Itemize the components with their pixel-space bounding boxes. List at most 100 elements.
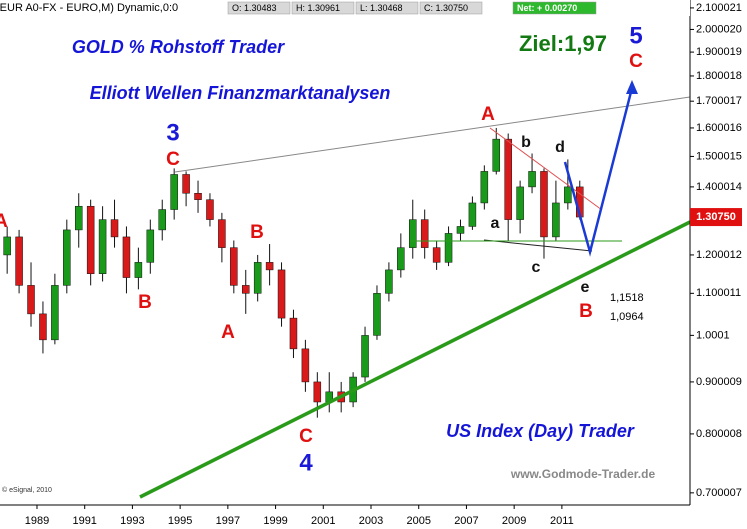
candle-body xyxy=(74,205,83,231)
y-tick-label: 1.400014 xyxy=(696,181,742,193)
candle-body xyxy=(158,209,166,231)
y-tick-label: 1.500015 xyxy=(696,150,742,162)
annotation: B xyxy=(250,222,264,243)
y-tick-label: 1.200012 xyxy=(696,249,742,261)
arrow-head xyxy=(626,80,638,94)
candle-body xyxy=(218,219,226,248)
y-tick-label: 1.900019 xyxy=(696,46,742,58)
quote-strip: O: 1.30483 H: 1.30961 L: 1.30468 C: 1.30750… xyxy=(227,1,597,15)
x-tick-label: 2009 xyxy=(502,515,526,527)
y-tick-label: 0.800008 xyxy=(696,428,742,440)
annotation: b xyxy=(521,134,531,151)
annotation: 1,0964 xyxy=(610,311,644,323)
candle-body xyxy=(15,236,23,286)
candle-body xyxy=(528,171,536,188)
x-tick-label: 1993 xyxy=(120,515,144,527)
candle-body xyxy=(51,285,59,341)
x-tick-label: 1991 xyxy=(72,515,96,527)
annotation: A xyxy=(221,322,235,343)
annotation: B xyxy=(579,301,593,322)
annotation: C xyxy=(629,51,643,72)
annotation: US Index (Day) Trader xyxy=(446,421,635,441)
quote-text: O: 1.30483 xyxy=(232,3,277,13)
candle-body xyxy=(313,381,322,403)
annotation: C xyxy=(299,426,313,447)
candle-body xyxy=(39,313,47,341)
candle-body xyxy=(27,285,35,315)
annotation: A xyxy=(481,104,495,125)
x-tick-label: 1995 xyxy=(168,515,192,527)
candle-body xyxy=(480,171,489,204)
quote-box xyxy=(512,1,597,15)
candle-body xyxy=(552,202,560,238)
candle-body xyxy=(134,262,143,278)
candle-body xyxy=(110,219,119,238)
annotation: www.Godmode-Trader.de xyxy=(510,467,656,481)
quote-text: L: 1.30468 xyxy=(360,3,403,13)
candle-body xyxy=(420,219,429,248)
candle-body xyxy=(361,335,369,378)
candle-body xyxy=(206,199,214,220)
y-tick-label: 1.800018 xyxy=(696,70,742,82)
x-tick-label: 2005 xyxy=(406,515,430,527)
quote-box xyxy=(227,1,291,15)
y-tick-label: 1.0001 xyxy=(696,329,730,341)
y-axis-panel xyxy=(690,0,747,529)
resistance-line xyxy=(174,96,691,173)
last-price-label: 1.30750 xyxy=(696,211,736,223)
y-tick-label: 1.100011 xyxy=(696,287,741,299)
candle-body xyxy=(373,293,381,336)
x-tick-label: 1989 xyxy=(25,515,49,527)
candle-body xyxy=(146,229,155,263)
y-tick-label: 0.700007 xyxy=(696,487,742,499)
annotation: Ziel:1,97 xyxy=(519,31,607,56)
annotation: 1,1518 xyxy=(610,292,644,304)
annotation: 3 xyxy=(166,119,179,146)
y-tick-label: 1.700017 xyxy=(696,95,742,107)
annotation: C xyxy=(166,149,180,170)
annotation: Elliott Wellen Finanzmarktanalysen xyxy=(90,83,391,103)
candle-body xyxy=(540,171,548,238)
quote-box xyxy=(291,1,355,15)
x-tick-label: 2001 xyxy=(311,515,335,527)
annotation: d xyxy=(555,139,565,156)
forecast-arrow xyxy=(563,87,634,257)
support-line xyxy=(139,220,691,499)
annotation: GOLD % Rohstoff Trader xyxy=(72,37,285,57)
candle-body xyxy=(397,247,405,271)
quote-box xyxy=(419,1,483,15)
annotation: c xyxy=(532,259,541,276)
y-tick-label: 2.100021 xyxy=(696,2,742,14)
candle-body xyxy=(301,348,310,383)
y-tick-label: 1.600016 xyxy=(696,122,742,134)
candle-body xyxy=(63,229,71,286)
y-tick-label: 2.000020 xyxy=(696,23,742,35)
x-tick-label: 1997 xyxy=(216,515,240,527)
candle-body xyxy=(564,186,572,204)
plot-area xyxy=(3,127,584,418)
x-tick-label: 2007 xyxy=(454,515,478,527)
candle-body xyxy=(504,138,512,220)
candle-body xyxy=(409,219,417,248)
quote-text: C: 1.30750 xyxy=(424,3,468,13)
quote-text: Net: + 0.00270 xyxy=(517,3,577,13)
annotation: A xyxy=(0,211,8,232)
candle-body xyxy=(492,138,501,172)
candle-body xyxy=(194,192,202,200)
y-tick-label: 0.900009 xyxy=(696,376,742,388)
candle-body xyxy=(456,226,465,234)
header-title: (EUR A0-FX - EURO,M) Dynamic,0:0 xyxy=(0,2,178,14)
candle-body xyxy=(122,236,131,278)
candle-body xyxy=(241,285,250,294)
quote-box xyxy=(355,1,419,15)
x-tick-label: 1999 xyxy=(263,515,287,527)
annotation: e xyxy=(581,279,590,296)
quote-text: H: 1.30961 xyxy=(296,3,340,13)
triangle-upper-line xyxy=(489,127,603,211)
candle-body xyxy=(385,269,393,294)
annotation: 5 xyxy=(629,22,642,49)
candle-body xyxy=(432,247,441,263)
candle-body xyxy=(444,233,453,263)
